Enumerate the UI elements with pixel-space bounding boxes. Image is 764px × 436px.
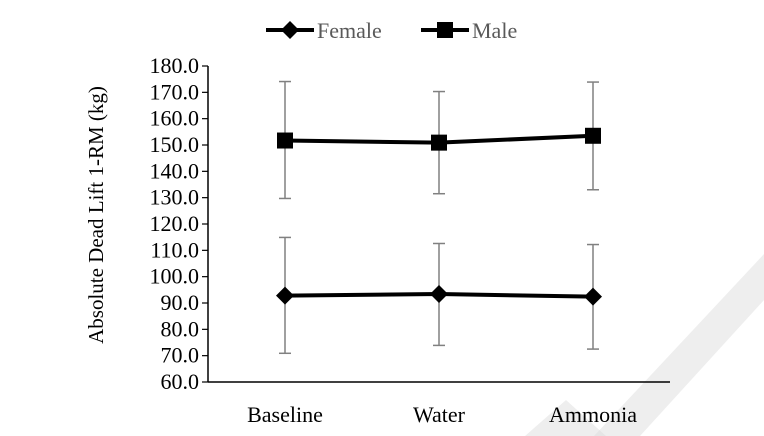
- y-tick-label: 80.0: [161, 316, 200, 341]
- x-tick-label: Ammonia: [549, 402, 637, 427]
- y-tick-label: 70.0: [161, 343, 200, 368]
- watermark: [525, 254, 764, 436]
- data-point-female: [584, 287, 602, 306]
- legend-marker-male: [437, 22, 453, 38]
- axes: 60.070.080.090.0100.0110.0120.0130.0140.…: [150, 53, 670, 427]
- y-tick-label: 180.0: [150, 53, 200, 78]
- y-tick-label: 150.0: [150, 132, 200, 157]
- data-point-male: [585, 127, 601, 144]
- y-tick-label: 130.0: [150, 185, 200, 210]
- x-tick-label: Baseline: [247, 402, 323, 427]
- y-axis-label: Absolute Dead Lift 1-RM (kg): [84, 86, 108, 344]
- y-tick-label: 100.0: [150, 264, 200, 289]
- y-tick-label: 60.0: [161, 369, 200, 394]
- x-tick-label: Water: [413, 402, 466, 427]
- y-tick-label: 140.0: [150, 158, 200, 183]
- error-bars: [279, 80, 599, 355]
- y-tick-label: 120.0: [150, 211, 200, 236]
- y-tick-label: 90.0: [161, 290, 200, 315]
- y-tick-label: 110.0: [150, 237, 199, 262]
- data-point-male: [277, 132, 293, 149]
- y-tick-label: 160.0: [150, 106, 200, 131]
- legend-label-male: Male: [472, 18, 517, 43]
- legend: Female Male: [266, 18, 517, 43]
- data-point-male: [431, 134, 447, 151]
- y-tick-label: 170.0: [150, 79, 200, 104]
- legend-label-female: Female: [317, 18, 382, 43]
- legend-marker-female: [281, 21, 299, 39]
- data-point-female: [430, 285, 448, 304]
- data-point-female: [276, 286, 294, 305]
- series-group: [276, 127, 602, 306]
